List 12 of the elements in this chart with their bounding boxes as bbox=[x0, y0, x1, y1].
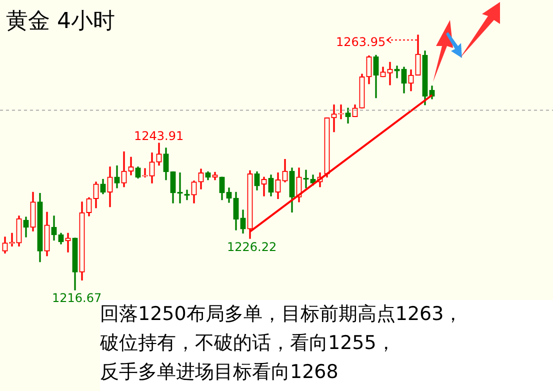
annotation: 1226.22 bbox=[227, 240, 277, 254]
annotation: 1243.91 bbox=[134, 129, 184, 143]
annotation: 1263.95 bbox=[336, 35, 386, 49]
text: 破位持有，不破的话，看向1255， bbox=[100, 331, 396, 356]
text: 1216.67 bbox=[52, 291, 102, 305]
candlestick bbox=[331, 104, 337, 132]
candlestick bbox=[394, 66, 400, 78]
chart-title: 黄金 4小时 bbox=[6, 8, 115, 36]
candlestick bbox=[387, 62, 393, 86]
text: 回落1250布局多单，目标前期高点1263， bbox=[100, 302, 463, 327]
candlestick bbox=[65, 232, 71, 252]
text: 反手多单进场目标看向1268 bbox=[100, 360, 338, 385]
